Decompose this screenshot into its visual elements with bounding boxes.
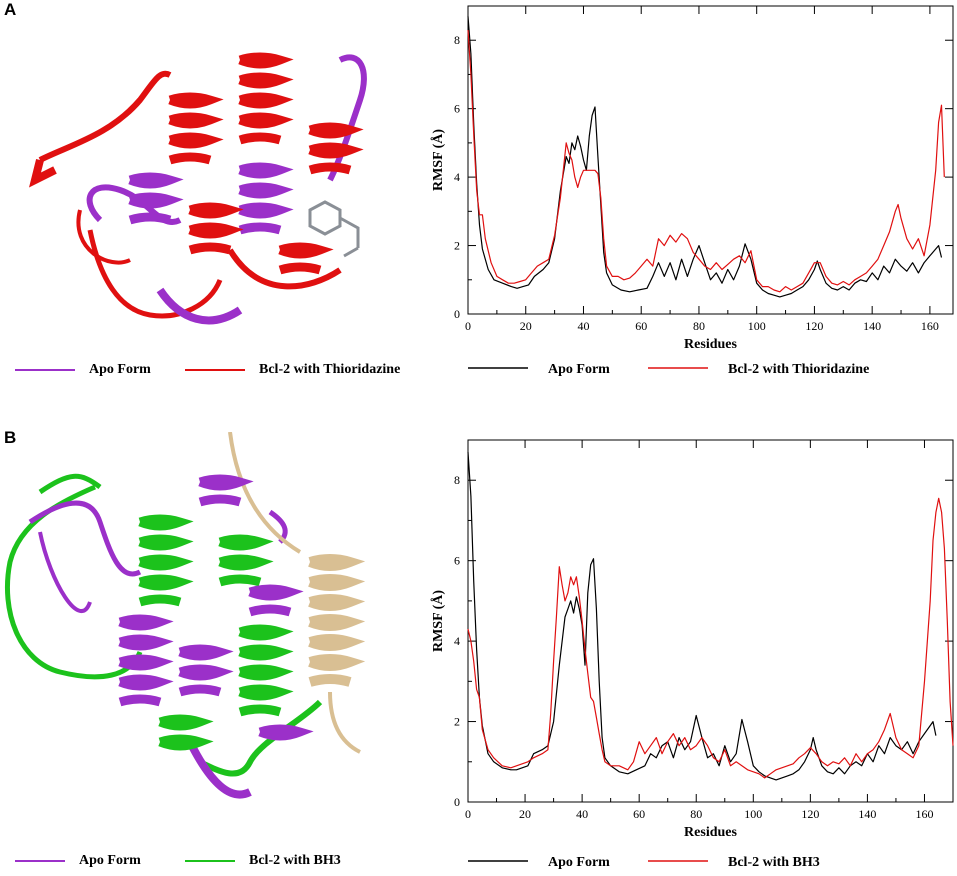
panel-label-a: A [4, 0, 17, 19]
y-axis-label: RMSF (Å) [430, 590, 446, 652]
legend-swatch [185, 860, 235, 862]
x-tick-label: 100 [748, 319, 766, 333]
x-tick-label: 140 [858, 807, 876, 821]
legend-swatch [15, 369, 75, 371]
series-line-0 [467, 16, 943, 298]
plot-frame [467, 439, 954, 803]
x-tick-label: 140 [863, 319, 881, 333]
legend-label: Bcl-2 with BH3 [249, 853, 341, 868]
plot-frame [467, 5, 954, 315]
structure-legend-a: Apo Form Bcl-2 with Thioridazine [15, 362, 435, 382]
x-tick-label: 160 [915, 807, 933, 821]
protein-structure-image-a [29, 52, 367, 325]
x-tick-label: 120 [801, 807, 819, 821]
y-tick-label: 4 [454, 170, 460, 184]
legend-label-0: Apo Form [548, 855, 610, 870]
rmsf-chart-b: 0 20 40 60 80 100 120 140 160 0 2 4 6 8 Residues RMSF (… [430, 439, 954, 870]
legend-label-1: Bcl-2 with Thioridazine [728, 362, 869, 377]
x-tick-label: 20 [519, 807, 531, 821]
y-tick-label: 6 [454, 102, 460, 116]
x-tick-label: 120 [805, 319, 823, 333]
x-tick-label: 160 [921, 319, 939, 333]
panel-label-b: B [4, 428, 17, 447]
series-line-0 [467, 452, 937, 781]
legend-item-apo: Apo Form [15, 853, 141, 869]
x-axis-label: Residues [684, 825, 737, 840]
x-tick-label: 40 [577, 319, 589, 333]
y-tick-label: 4 [454, 634, 460, 648]
legend-label-0: Apo Form [548, 362, 610, 377]
legend-label: Apo Form [89, 362, 151, 377]
legend-label: Apo Form [79, 853, 141, 868]
y-tick-label: 0 [454, 795, 460, 809]
x-tick-label: 60 [633, 807, 645, 821]
legend-label-1: Bcl-2 with BH3 [728, 855, 820, 870]
legend-swatch [15, 860, 65, 862]
x-tick-label: 40 [576, 807, 588, 821]
x-axis-label: Residues [684, 337, 737, 352]
y-tick-label: 2 [454, 239, 460, 253]
series-line-1 [467, 29, 945, 293]
x-tick-label: 60 [635, 319, 647, 333]
legend-item-complex: Bcl-2 with Thioridazine [185, 362, 400, 378]
rmsf-chart-a: 0 20 40 60 80 100 120 140 160 0 2 4 6 8 Residues RMSF (… [430, 5, 954, 377]
y-tick-label: 2 [454, 715, 460, 729]
series-line-1 [467, 497, 954, 779]
x-tick-label: 80 [690, 807, 702, 821]
x-tick-label: 0 [465, 319, 471, 333]
protein-structure-image-b [4, 432, 366, 799]
y-axis-label: RMSF (Å) [430, 129, 446, 191]
legend-item-apo: Apo Form [15, 362, 151, 378]
legend-swatch [185, 369, 245, 371]
x-tick-label: 0 [465, 807, 471, 821]
y-tick-label: 8 [454, 473, 460, 487]
x-tick-label: 100 [744, 807, 762, 821]
y-tick-label: 8 [454, 33, 460, 47]
x-tick-label: 20 [520, 319, 532, 333]
legend-label: Bcl-2 with Thioridazine [259, 362, 401, 377]
legend-item-complex: Bcl-2 with BH3 [185, 853, 341, 869]
x-tick-label: 80 [693, 319, 705, 333]
y-tick-label: 0 [454, 307, 460, 321]
y-tick-label: 6 [454, 554, 460, 568]
structure-legend-b: Apo Form Bcl-2 with BH3 [15, 853, 435, 873]
